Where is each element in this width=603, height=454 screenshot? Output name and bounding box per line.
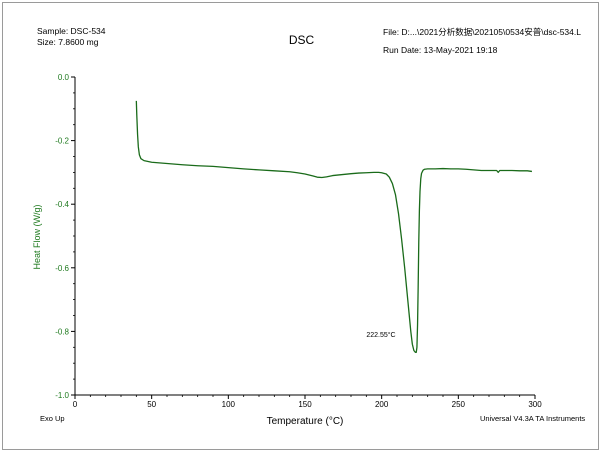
y-tick-label: -0.4 <box>55 200 69 209</box>
x-axis-label: Temperature (°C) <box>267 416 344 427</box>
chart-title: DSC <box>288 33 315 47</box>
run-date-label: Run Date: 13-May-2021 19:18 <box>383 45 498 55</box>
y-tick-label: -1.0 <box>55 391 69 400</box>
x-tick-label: 300 <box>528 400 542 409</box>
y-axis-label: Heat Flow (W/g) <box>32 204 42 269</box>
y-tick-label: -0.2 <box>55 137 69 146</box>
instrument-label: Universal V4.3A TA Instruments <box>480 414 586 423</box>
chart-frame <box>2 2 599 450</box>
x-tick-label: 150 <box>298 400 312 409</box>
x-tick-label: 100 <box>222 400 236 409</box>
y-tick-label: -0.6 <box>55 264 69 273</box>
x-tick-label: 200 <box>375 400 389 409</box>
y-tick-label: -0.8 <box>55 327 69 336</box>
x-tick-label: 0 <box>73 400 78 409</box>
peak-annotation: 222.55°C <box>366 331 395 339</box>
x-tick-label: 250 <box>452 400 466 409</box>
exo-up-label: Exo Up <box>40 414 65 423</box>
y-tick-label: 0.0 <box>58 73 70 82</box>
sample-label: Sample: DSC-534 <box>37 26 106 36</box>
size-label: Size: 7.8600 mg <box>37 37 99 47</box>
x-tick-label: 50 <box>147 400 156 409</box>
heat-flow-curve <box>135 100 533 354</box>
file-label: File: D:...\2021分析数据\202105\0534安普\dsc-5… <box>383 27 581 37</box>
